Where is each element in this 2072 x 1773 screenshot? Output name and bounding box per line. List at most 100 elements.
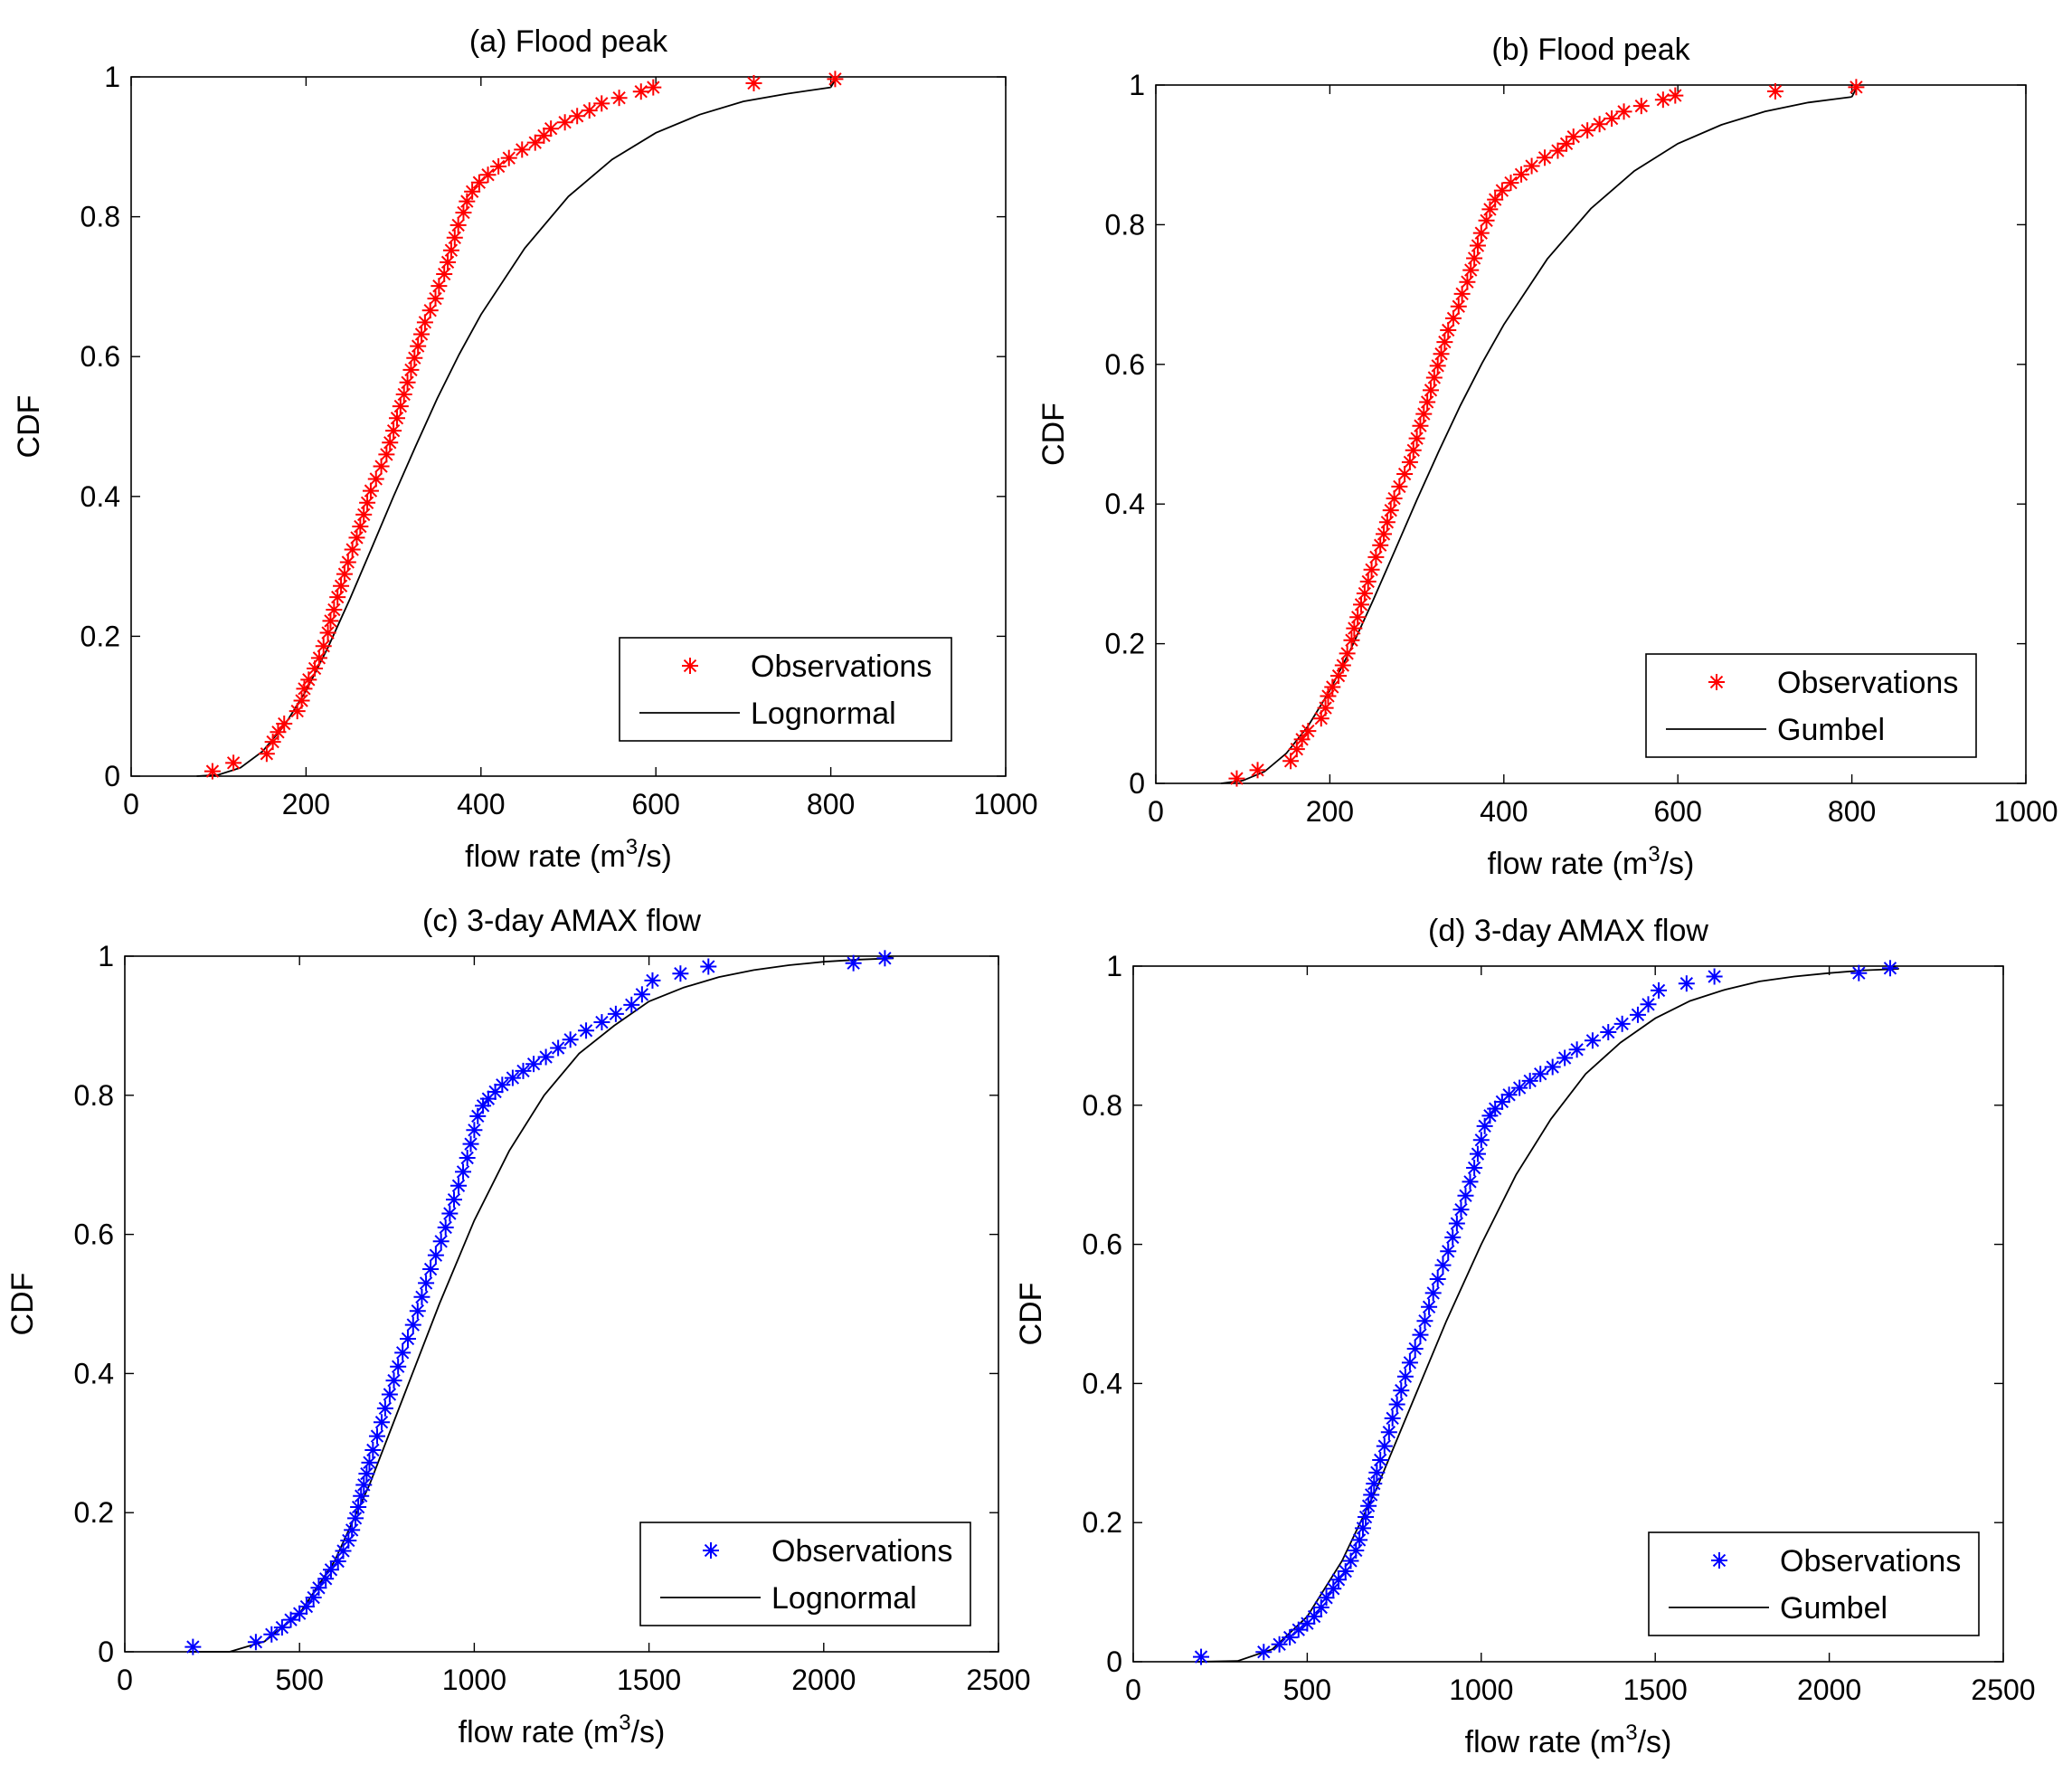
observation-point <box>445 1191 462 1209</box>
x-axis-label-main: flow rate (m <box>1465 1725 1626 1759</box>
x-tick-label: 0 <box>1125 1673 1141 1706</box>
observation-point <box>490 157 507 175</box>
observation-point <box>1363 561 1380 578</box>
observation-point <box>1766 82 1783 100</box>
y-tick-label: 0.6 <box>1105 348 1145 381</box>
legend: Observations Lognormal <box>619 637 952 742</box>
x-tick-label: 2500 <box>966 1664 1030 1696</box>
observation-point <box>225 754 242 772</box>
legend-box <box>1645 653 1977 758</box>
legend-label-observations: Observations <box>751 649 932 684</box>
observation-point <box>322 612 339 630</box>
observation-point <box>1412 417 1429 434</box>
x-tick-label: 1000 <box>442 1664 506 1696</box>
observation-point <box>399 1330 416 1347</box>
observation-point <box>644 972 661 989</box>
observation-point <box>1848 79 1865 96</box>
chart-panel-b: (b) Flood peak 0 200 400 600 800 1000 0 0.2 0.4 0.… <box>1036 33 2058 881</box>
y-tick-label: 0.2 <box>1083 1506 1122 1539</box>
observation-point <box>1565 128 1582 146</box>
y-tick-label: 0.2 <box>80 620 120 652</box>
observation-point <box>352 518 369 536</box>
observation-point <box>876 950 894 967</box>
observation-point <box>348 529 365 546</box>
observation-point <box>1255 1644 1273 1661</box>
observation-point <box>1544 1058 1561 1076</box>
legend-label-fit: Gumbel <box>1777 713 1885 747</box>
observation-point <box>385 422 402 440</box>
chart-title: (a) Flood peak <box>469 24 668 59</box>
observation-point <box>1600 1024 1617 1041</box>
x-tick-label: 600 <box>1654 795 1702 828</box>
observation-point <box>1450 298 1467 315</box>
observation-point <box>409 1303 426 1320</box>
observation-point <box>1363 1486 1380 1503</box>
observation-point <box>322 1561 339 1579</box>
observation-point <box>1472 224 1490 242</box>
legend: Observations Gumbel <box>1648 1531 1980 1636</box>
observation-point <box>1667 87 1684 104</box>
x-tick-label: 500 <box>276 1664 324 1696</box>
observation-point <box>394 1344 412 1361</box>
observation-point <box>385 1372 402 1389</box>
observation-point <box>184 1638 202 1655</box>
observation-point <box>402 361 420 378</box>
legend-label-fit: Gumbel <box>1780 1591 1888 1626</box>
observation-point <box>1380 1424 1397 1441</box>
y-tick-label: 1 <box>1129 69 1145 101</box>
observation-point <box>1339 645 1356 662</box>
observation-point <box>413 1288 430 1305</box>
observation-point <box>422 1261 440 1278</box>
legend-box <box>619 637 952 742</box>
observation-point <box>1632 98 1650 115</box>
observation-point <box>410 337 427 355</box>
observation-point <box>298 1598 315 1616</box>
observation-point <box>1372 1451 1389 1468</box>
observation-point <box>581 102 598 119</box>
observation-point <box>1615 103 1632 120</box>
legend-label-observations: Observations <box>771 1534 952 1569</box>
legend-label-fit: Lognormal <box>771 1581 917 1616</box>
observation-point <box>455 1163 472 1180</box>
x-tick-label: 200 <box>1306 795 1354 828</box>
observation-point <box>514 141 531 158</box>
observation-point <box>1523 157 1540 175</box>
observation-point <box>326 602 343 619</box>
observation-point <box>1584 1032 1601 1049</box>
observation-point <box>1416 1313 1433 1330</box>
y-tick-label: 0.2 <box>1105 628 1145 660</box>
y-tick-label: 0.8 <box>1105 208 1145 241</box>
observation-point <box>310 649 327 667</box>
observation-point <box>1351 1531 1368 1549</box>
observation-point <box>1282 1629 1299 1646</box>
observation-point <box>526 134 544 151</box>
x-tick-label: 2500 <box>1971 1673 2035 1706</box>
chart-panel-d: (d) 3-day AMAX flow 0 500 1000 1500 2000 2500 0… <box>1014 914 2036 1759</box>
observation-point <box>1549 142 1566 159</box>
observation-point <box>270 724 287 741</box>
y-tick-label: 0 <box>98 1636 114 1668</box>
observation-point <box>1462 261 1480 279</box>
observation-point <box>1466 250 1483 267</box>
observation-point <box>543 120 560 137</box>
y-tick-label: 0.8 <box>74 1079 114 1112</box>
observation-point <box>315 638 332 655</box>
x-tick-label: 2000 <box>791 1664 856 1696</box>
x-tick-label: 400 <box>1480 795 1528 828</box>
chart-title: (d) 3-day AMAX flow <box>1428 914 1708 948</box>
observation-point <box>1228 770 1245 787</box>
observation-point <box>845 954 862 972</box>
legend-box <box>1648 1531 1980 1636</box>
observation-point <box>1356 585 1373 602</box>
x-axis-label: flow rate (m3/s) <box>1488 842 1695 881</box>
legend: Observations Lognormal <box>639 1522 971 1626</box>
chart-panel-c: (c) 3-day AMAX flow 0 500 1000 1500 2000 2500 0… <box>5 904 1031 1749</box>
x-tick-label: 1500 <box>617 1664 681 1696</box>
observation-point <box>350 1499 367 1516</box>
observation-point <box>1604 110 1621 128</box>
observation-point <box>344 1522 361 1539</box>
observation-point <box>406 349 423 366</box>
observation-point <box>418 1275 435 1292</box>
observation-point <box>1290 1621 1307 1638</box>
